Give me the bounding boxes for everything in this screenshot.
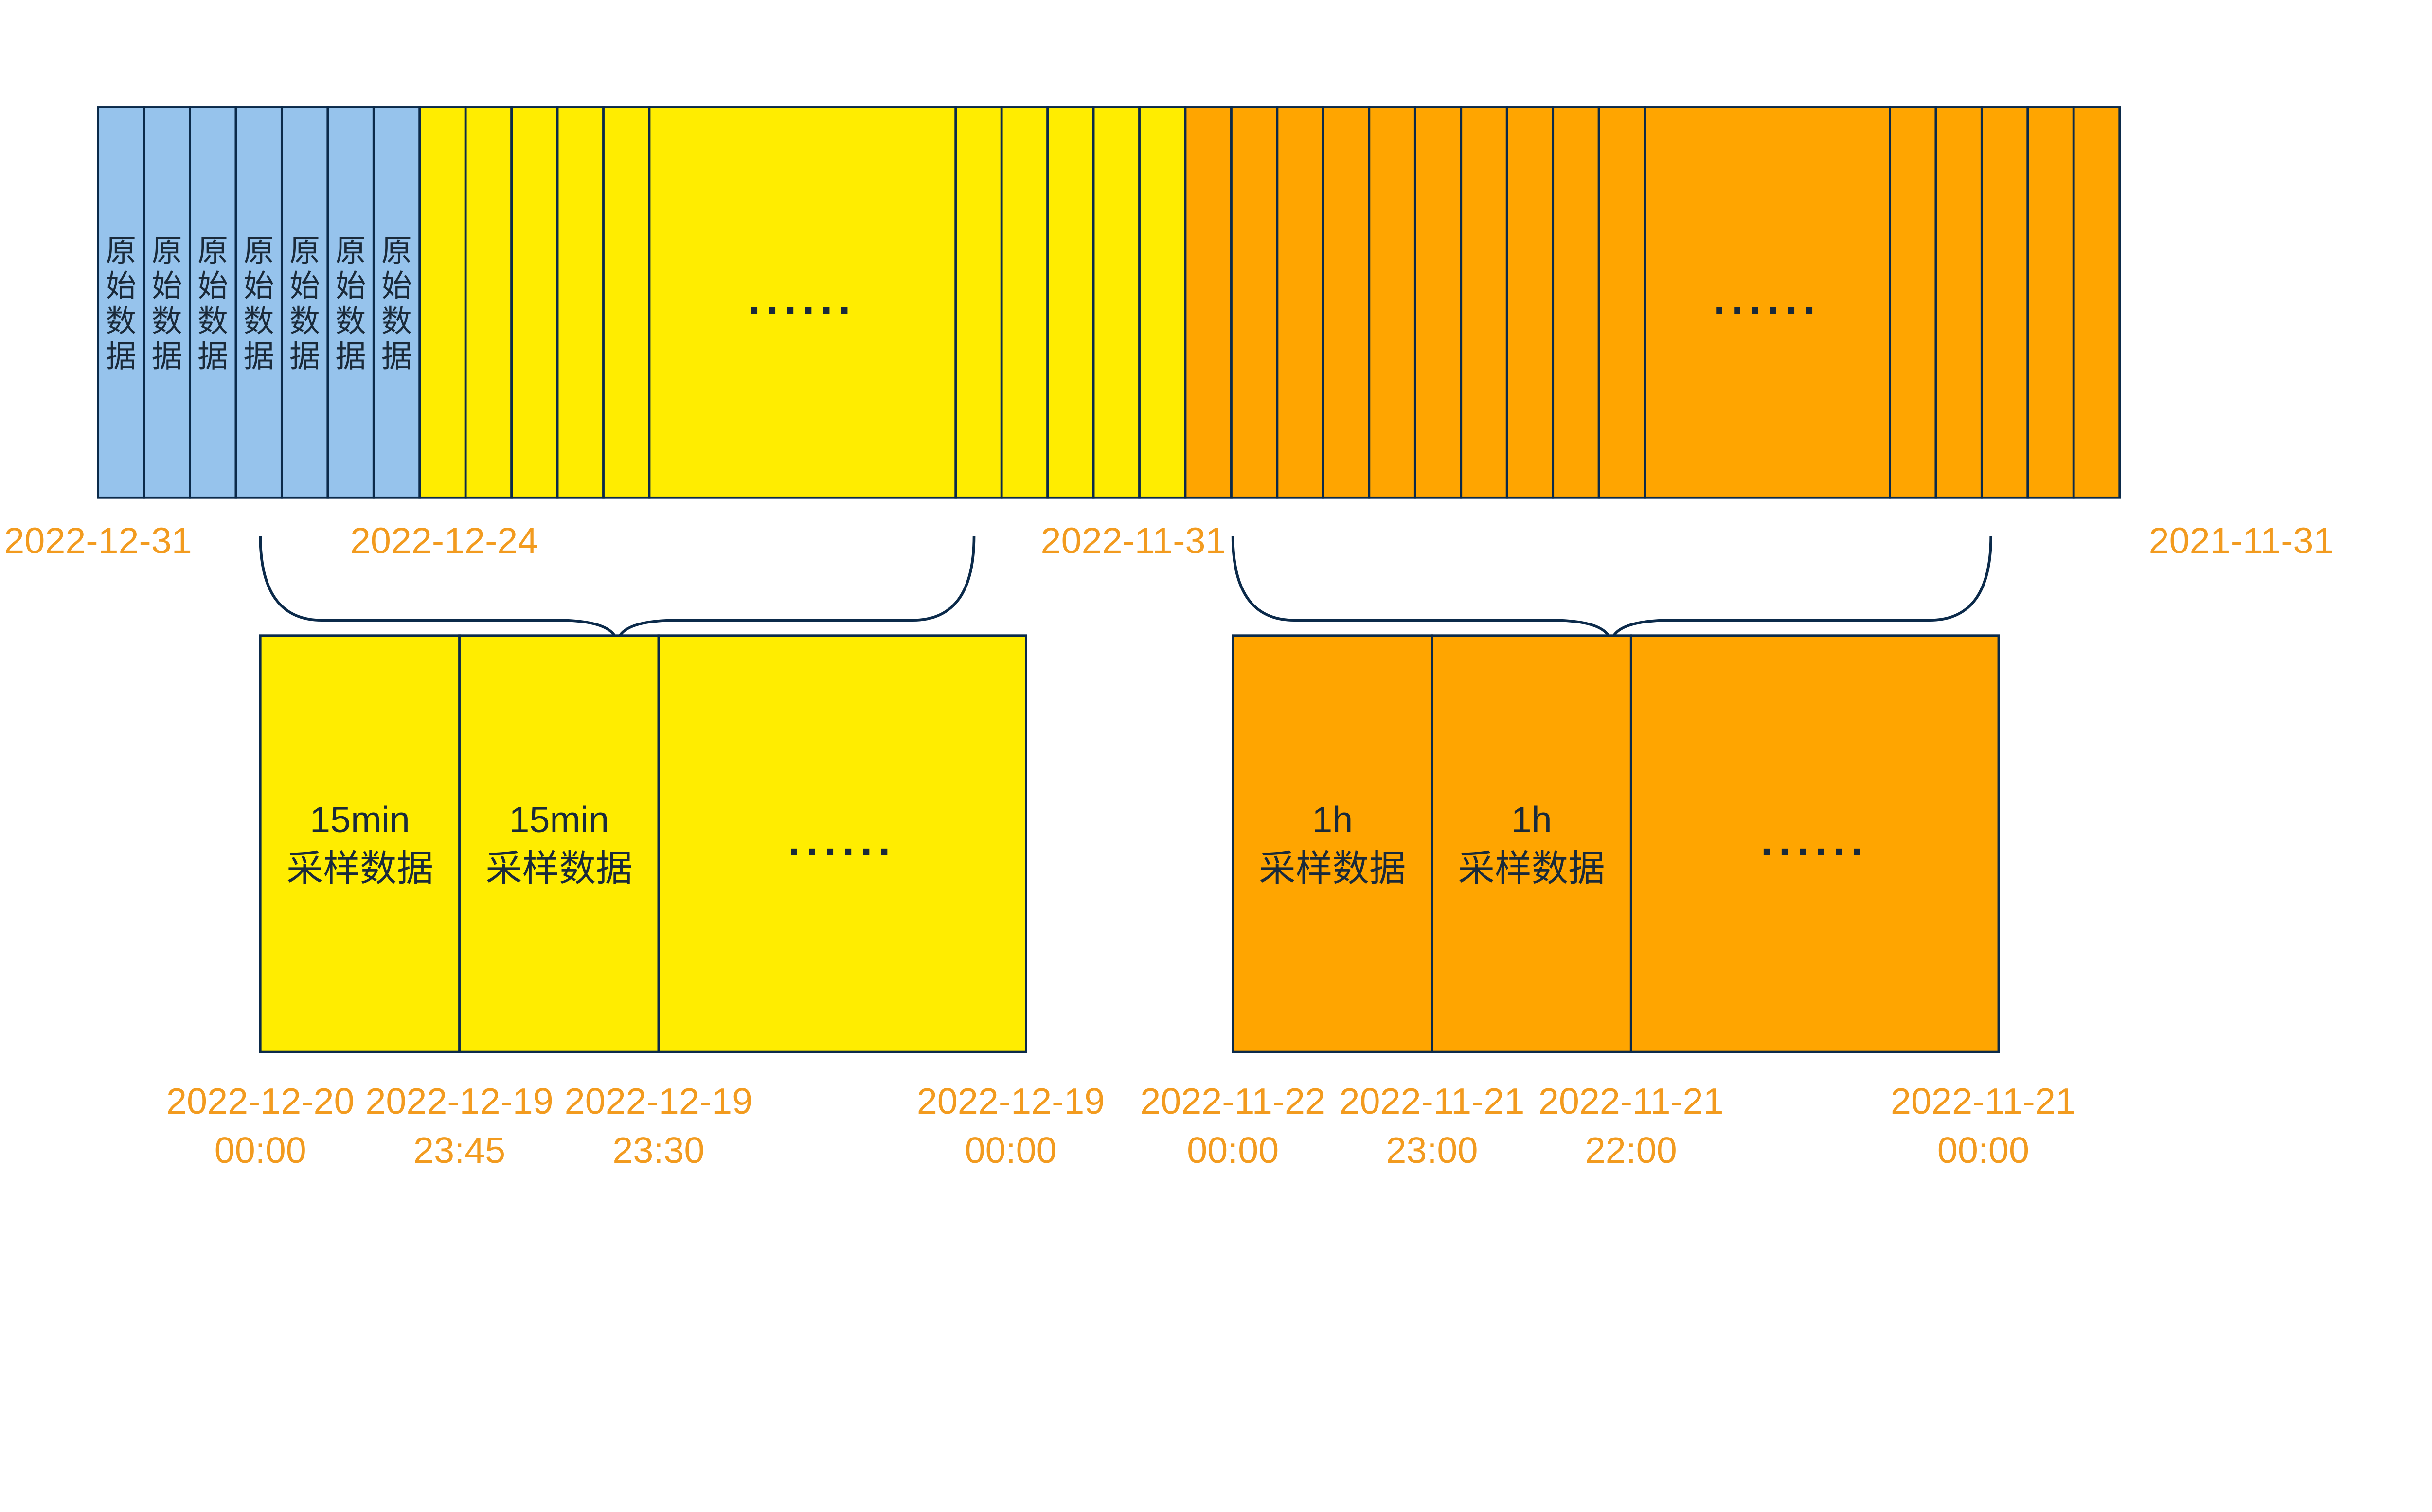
detail-1h-date: 2022-11-22 <box>1140 1081 1325 1122</box>
ellipsis: ...... <box>1713 275 1822 323</box>
svg-text:据: 据 <box>152 339 182 374</box>
svg-text:始: 始 <box>106 269 136 303</box>
svg-text:数: 数 <box>336 304 366 338</box>
svg-text:原: 原 <box>197 234 228 268</box>
detail-1h-time: 00:00 <box>1937 1130 2029 1171</box>
detail-15min-time: 00:00 <box>965 1130 1057 1171</box>
ellipsis: ...... <box>788 816 896 864</box>
svg-text:原: 原 <box>244 234 274 268</box>
top-date-label: 2021-11-31 <box>2149 521 2334 562</box>
svg-text:原: 原 <box>152 234 182 268</box>
detail-1h-time: 23:00 <box>1386 1130 1478 1171</box>
top-date-label: 2022-12-24 <box>350 521 538 562</box>
detail-15min-time: 23:45 <box>413 1130 505 1171</box>
detail-15min-date: 2022-12-19 <box>917 1081 1105 1122</box>
detail-1h-time: 00:00 <box>1187 1130 1279 1171</box>
orange-cell <box>1415 107 1461 498</box>
svg-text:数: 数 <box>381 304 412 338</box>
svg-text:数: 数 <box>289 304 320 338</box>
yellow-cell <box>557 107 603 498</box>
orange-cell <box>2074 107 2119 498</box>
svg-text:据: 据 <box>381 339 412 374</box>
svg-text:数: 数 <box>152 304 182 338</box>
svg-text:始: 始 <box>381 269 412 303</box>
top-date-label: 2022-12-31 <box>4 521 192 562</box>
detail-1h-cell-line1: 1h <box>1312 800 1353 840</box>
svg-text:据: 据 <box>197 339 228 374</box>
detail-1h-date: 2022-11-21 <box>1538 1081 1724 1122</box>
yellow-cell <box>604 107 649 498</box>
svg-text:数: 数 <box>244 304 274 338</box>
detail-15min-cell <box>460 636 659 1052</box>
orange-cell <box>1982 107 2027 498</box>
orange-cell <box>1599 107 1645 498</box>
yellow-cell <box>1093 107 1139 498</box>
orange-cell <box>1369 107 1415 498</box>
yellow-cell <box>956 107 1001 498</box>
detail-15min-cell-line1: 15min <box>509 800 609 840</box>
ellipsis: ...... <box>1761 816 1869 864</box>
svg-text:据: 据 <box>289 339 320 374</box>
svg-text:据: 据 <box>106 339 136 374</box>
diagram-root: 原始数据原始数据原始数据原始数据原始数据原始数据原始数据............… <box>0 0 2432 1193</box>
detail-15min-cell-line2: 采样数据 <box>286 849 433 889</box>
detail-15min-time: 23:30 <box>612 1130 704 1171</box>
detail-1h-date: 2022-11-21 <box>1891 1081 2076 1122</box>
svg-text:始: 始 <box>336 269 366 303</box>
detail-15min-cell <box>260 636 459 1052</box>
yellow-cell <box>420 107 465 498</box>
orange-cell <box>1507 107 1553 498</box>
detail-15min-time: 00:00 <box>215 1130 306 1171</box>
detail-1h-cell-line2: 采样数据 <box>1259 849 1406 889</box>
detail-1h-time: 22:00 <box>1585 1130 1677 1171</box>
detail-15min-date: 2022-12-20 <box>166 1081 354 1122</box>
detail-15min-cell-line1: 15min <box>310 800 410 840</box>
svg-text:原: 原 <box>289 234 320 268</box>
orange-cell <box>1936 107 1982 498</box>
svg-text:数: 数 <box>197 304 228 338</box>
svg-text:据: 据 <box>336 339 366 374</box>
svg-text:原: 原 <box>106 234 136 268</box>
detail-15min-date: 2022-12-19 <box>565 1081 752 1122</box>
detail-1h-cell-line2: 采样数据 <box>1458 849 1605 889</box>
svg-text:原: 原 <box>336 234 366 268</box>
yellow-cell <box>1001 107 1047 498</box>
orange-cell <box>1553 107 1599 498</box>
ellipsis: ...... <box>749 275 857 323</box>
yellow-cell <box>465 107 511 498</box>
yellow-cell <box>1048 107 1093 498</box>
orange-cell <box>1461 107 1507 498</box>
detail-1h-date: 2022-11-21 <box>1340 1081 1525 1122</box>
orange-cell <box>1323 107 1369 498</box>
top-date-label: 2022-11-31 <box>1041 521 1226 562</box>
detail-1h-cell-line1: 1h <box>1511 800 1552 840</box>
orange-cell <box>1185 107 1231 498</box>
svg-text:始: 始 <box>197 269 228 303</box>
detail-1h-cell <box>1432 636 1631 1052</box>
orange-cell <box>2028 107 2074 498</box>
orange-cell <box>1231 107 1277 498</box>
svg-text:原: 原 <box>381 234 412 268</box>
timeline-diagram: 原始数据原始数据原始数据原始数据原始数据原始数据原始数据............… <box>0 0 2432 1193</box>
detail-1h-cell <box>1233 636 1432 1052</box>
svg-text:始: 始 <box>244 269 274 303</box>
yellow-cell <box>1140 107 1185 498</box>
svg-text:数: 数 <box>106 304 136 338</box>
detail-15min-cell-line2: 采样数据 <box>485 849 632 889</box>
svg-text:始: 始 <box>152 269 182 303</box>
svg-text:始: 始 <box>289 269 320 303</box>
detail-15min-date: 2022-12-19 <box>365 1081 553 1122</box>
orange-cell <box>1277 107 1323 498</box>
yellow-cell <box>512 107 557 498</box>
orange-cell <box>1890 107 1935 498</box>
svg-text:据: 据 <box>244 339 274 374</box>
